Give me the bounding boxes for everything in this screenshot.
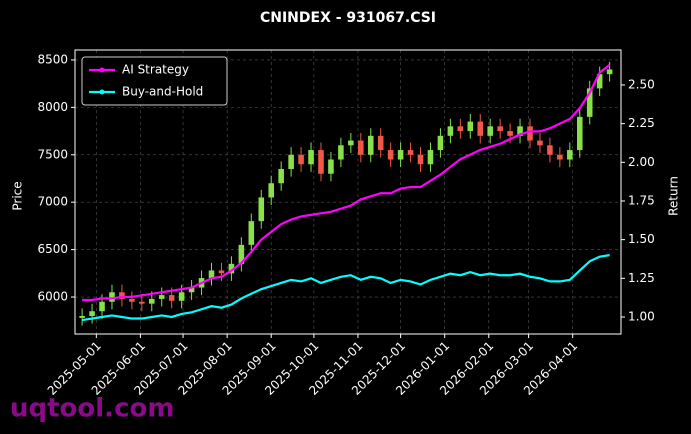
series-line	[82, 63, 611, 302]
plot-frame	[74, 49, 622, 335]
y2-tick-label: 1.50	[628, 232, 655, 246]
candle-body	[238, 244, 245, 264]
candle-body	[527, 126, 533, 141]
y-axis-label: Price	[11, 181, 25, 210]
candle-body	[576, 116, 583, 151]
candle-body	[178, 292, 185, 301]
candle-body	[248, 221, 255, 245]
candle-body	[298, 154, 304, 165]
candle-body	[158, 295, 165, 299]
candle-body	[447, 126, 454, 136]
candle-body	[228, 263, 235, 274]
candle-body	[119, 292, 125, 299]
candle-body	[437, 135, 444, 151]
candle-body	[268, 183, 274, 198]
y2-tick-label: 1.75	[628, 193, 655, 207]
y-tick-label: 7500	[37, 147, 68, 161]
candle-body	[348, 140, 354, 146]
candle-body	[487, 126, 493, 136]
candle-body	[139, 301, 145, 304]
y2-tick-label: 1.25	[628, 271, 655, 285]
y-tick-label: 8000	[37, 100, 68, 114]
candle-body	[208, 270, 215, 279]
candle-body	[168, 295, 175, 301]
candle-body	[258, 197, 265, 222]
y2-tick-label: 2.25	[628, 116, 655, 130]
candle-body	[557, 154, 563, 160]
candle-body	[417, 154, 424, 165]
candle-body	[397, 150, 404, 160]
candle-body	[547, 145, 553, 155]
candle-body	[188, 287, 195, 293]
candle-body	[308, 150, 314, 165]
candle-body	[109, 292, 115, 302]
candle-body	[328, 159, 334, 174]
candle-body	[586, 88, 593, 117]
candle-body	[278, 169, 284, 184]
candle-body	[358, 140, 364, 155]
candle-body	[507, 131, 513, 136]
y-tick-label: 6500	[37, 242, 68, 256]
y2-tick-label: 2.50	[628, 77, 655, 91]
candle-body	[129, 298, 135, 302]
candle-body	[387, 150, 394, 160]
legend-label: AI Strategy	[122, 63, 189, 77]
candle-body	[79, 315, 85, 318]
candle-body	[517, 126, 523, 136]
candle-body	[407, 150, 414, 155]
candle-body	[467, 121, 474, 132]
legend-marker	[99, 89, 105, 95]
candle-body	[427, 150, 434, 165]
candle-body	[318, 150, 324, 174]
chart-title: CNINDEX - 931067.CSI	[260, 10, 436, 26]
candle-body	[477, 121, 484, 136]
y-tick-label: 8500	[37, 52, 68, 66]
candle-body	[218, 270, 225, 274]
candle-body	[367, 135, 374, 155]
candle-body	[457, 126, 464, 132]
candle-body	[288, 154, 294, 170]
legend-box	[81, 56, 228, 106]
candle-body	[497, 126, 503, 132]
y2-axis-label: Return	[667, 176, 681, 216]
series-line	[81, 254, 610, 322]
candle-body	[606, 69, 613, 75]
legend-label: Buy-and-Hold	[122, 85, 203, 99]
candle-body	[537, 140, 543, 146]
candle-body	[99, 301, 105, 312]
y-tick-label: 7000	[37, 195, 68, 209]
legend-marker	[99, 67, 105, 73]
candle-body	[377, 135, 384, 151]
y2-tick-label: 1.00	[628, 309, 655, 323]
candle-body	[338, 145, 344, 160]
y-tick-label: 6000	[37, 290, 68, 304]
candle-body	[596, 74, 603, 89]
candle-body	[149, 298, 155, 304]
candle-body	[89, 311, 95, 316]
candle-body	[567, 150, 573, 160]
watermark: uqtool.com	[10, 394, 174, 424]
y2-tick-label: 2.00	[628, 155, 655, 169]
